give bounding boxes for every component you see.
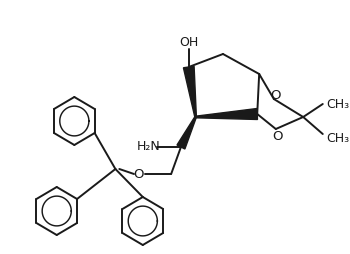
Text: OH: OH <box>179 35 198 48</box>
Text: O: O <box>271 88 281 101</box>
Text: CH₃: CH₃ <box>326 131 349 144</box>
Text: O: O <box>273 129 283 142</box>
Text: CH₃: CH₃ <box>326 98 349 111</box>
Polygon shape <box>196 109 258 120</box>
Polygon shape <box>177 117 196 149</box>
Text: H₂N: H₂N <box>137 140 161 153</box>
Text: O: O <box>134 168 144 181</box>
Polygon shape <box>183 67 196 118</box>
